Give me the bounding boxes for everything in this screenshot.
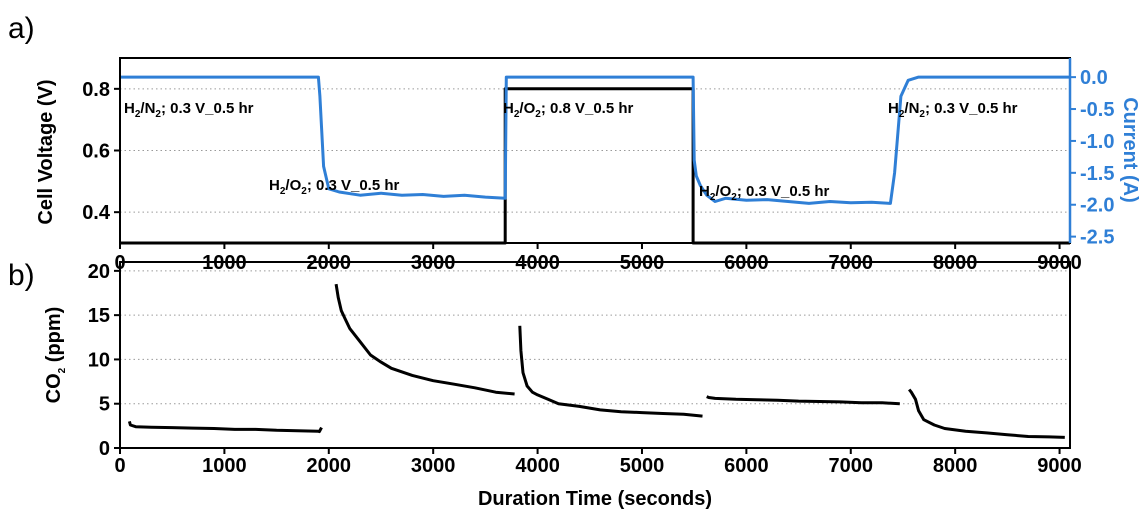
- co2-series-segment: [908, 388, 1065, 439]
- annotation-subscript: 2: [514, 109, 520, 120]
- panel-b-xlabel: Duration Time (seconds): [478, 488, 712, 510]
- annotation-subscript: 2: [301, 186, 307, 197]
- panel-b-chart: 0 1000 2000 3000 4000 5000 6000 7000 8000 9000 0 5…: [43, 261, 1082, 510]
- panel-b-yticks: 0 5 10 15 20: [88, 261, 120, 460]
- annotation-subscript: 2: [899, 109, 905, 120]
- panel-a-grid: [120, 88, 1070, 213]
- annotation-part: H: [888, 100, 899, 117]
- condition-annotation: H2/N2; 0.3 V_0.5 hr: [888, 100, 1018, 120]
- panel-b-grid: [120, 270, 1070, 405]
- annotation-subscript: 2: [710, 192, 716, 203]
- y-tick-label: 5: [99, 394, 110, 416]
- annotation-part: H: [269, 177, 280, 194]
- annotation-part: H: [699, 183, 710, 200]
- co2-series-segment: [127, 420, 323, 434]
- current-series-line: [120, 75, 1070, 205]
- condition-annotation: H2/N2; 0.3 V_0.5 hr: [124, 100, 254, 120]
- y-tick-label: 10: [88, 349, 110, 371]
- annotation-part: H: [124, 100, 135, 117]
- annotation-part: H: [503, 100, 514, 117]
- y2-tick-label: 0.0: [1080, 67, 1108, 89]
- panel-b-series: [127, 283, 1065, 439]
- panel-a-ylabel: Cell Voltage (V): [35, 79, 57, 224]
- y2-tick-label: -0.5: [1080, 99, 1114, 121]
- annotation-subscript: 2: [135, 109, 141, 120]
- panel-a-xticks: 0 1000 2000 3000 4000 5000 6000 7000 8000 9000: [114, 243, 1082, 274]
- panel-b-ylabel: CO2 (ppm): [43, 307, 68, 404]
- panel-a-frame: [119, 57, 1071, 244]
- x-tick-label: 3000: [411, 455, 456, 477]
- x-tick-label: 5000: [620, 455, 665, 477]
- panel-a-y2label: Current (A): [1119, 97, 1141, 203]
- panel-b-ylabel-part: (ppm): [43, 307, 65, 368]
- y-tick-label: 20: [88, 261, 110, 283]
- annotation-subscript: 2: [155, 109, 161, 120]
- y2-tick-label: -1.0: [1080, 131, 1114, 153]
- annotation-subscript: 2: [535, 109, 541, 120]
- co2-series-segment: [334, 283, 515, 396]
- panel-a-yticks: 0.4 0.6 0.8: [82, 79, 120, 224]
- condition-annotation: H2/O2; 0.3 V_0.5 hr: [269, 177, 400, 197]
- co2-series-segment: [518, 325, 703, 418]
- panel-b-ylabel-sub: 2: [57, 367, 68, 373]
- annotation-part: ; 0.3 V_0.5 hr: [161, 100, 254, 117]
- annotation-part: ; 0.3 V_0.5 hr: [925, 100, 1018, 117]
- condition-annotation: H2/O2; 0.8 V_0.5 hr: [503, 100, 634, 120]
- panel-label-a: a): [8, 12, 35, 45]
- y-tick-label: 0: [99, 438, 110, 460]
- y-tick-label: 0.8: [82, 79, 110, 101]
- annotation-part: /O: [519, 100, 535, 117]
- panel-label-b: b): [8, 259, 35, 292]
- annotation-part: /N: [904, 100, 919, 117]
- condition-annotation: H2/O2; 0.3 V_0.5 hr: [699, 183, 830, 203]
- y-tick-label: 15: [88, 305, 110, 327]
- x-tick-label: 4000: [515, 455, 560, 477]
- annotation-part: /N: [140, 100, 155, 117]
- x-tick-label: 1000: [202, 455, 247, 477]
- panel-b-frame: [119, 261, 1071, 449]
- x-tick-label: 6000: [724, 455, 769, 477]
- x-tick-label: 2000: [307, 455, 352, 477]
- y2-tick-label: -2.5: [1080, 227, 1114, 249]
- x-tick-label: 0: [114, 455, 125, 477]
- annotation-part: /O: [715, 183, 731, 200]
- annotation-subscript: 2: [731, 192, 737, 203]
- y2-tick-label: -2.0: [1080, 195, 1114, 217]
- x-tick-label: 9000: [1037, 455, 1082, 477]
- x-tick-label: 8000: [933, 455, 978, 477]
- panel-a-y2ticks: 0.0 -0.5 -1.0 -1.5 -2.0 -2.5: [1068, 58, 1114, 249]
- annotation-part: ; 0.3 V_0.5 hr: [737, 183, 830, 200]
- annotation-subscript: 2: [919, 109, 925, 120]
- y-tick-label: 0.6: [82, 141, 110, 163]
- annotation-part: ; 0.8 V_0.5 hr: [541, 100, 634, 117]
- x-tick-label: 7000: [829, 455, 874, 477]
- annotation-part: ; 0.3 V_0.5 hr: [307, 177, 400, 194]
- y-tick-label: 0.4: [82, 202, 111, 224]
- co2-series-segment: [706, 395, 900, 406]
- y2-tick-label: -1.5: [1080, 163, 1114, 185]
- annotation-subscript: 2: [280, 186, 286, 197]
- panel-b-xticks: 0 1000 2000 3000 4000 5000 6000 7000 8000 9000: [114, 448, 1082, 477]
- panel-a-chart: 0 1000 2000 3000 4000 5000 6000 7000 8000 9000 0.…: [35, 57, 1141, 274]
- panel-b-ylabel-part: CO: [43, 373, 65, 403]
- annotation-part: /O: [285, 177, 301, 194]
